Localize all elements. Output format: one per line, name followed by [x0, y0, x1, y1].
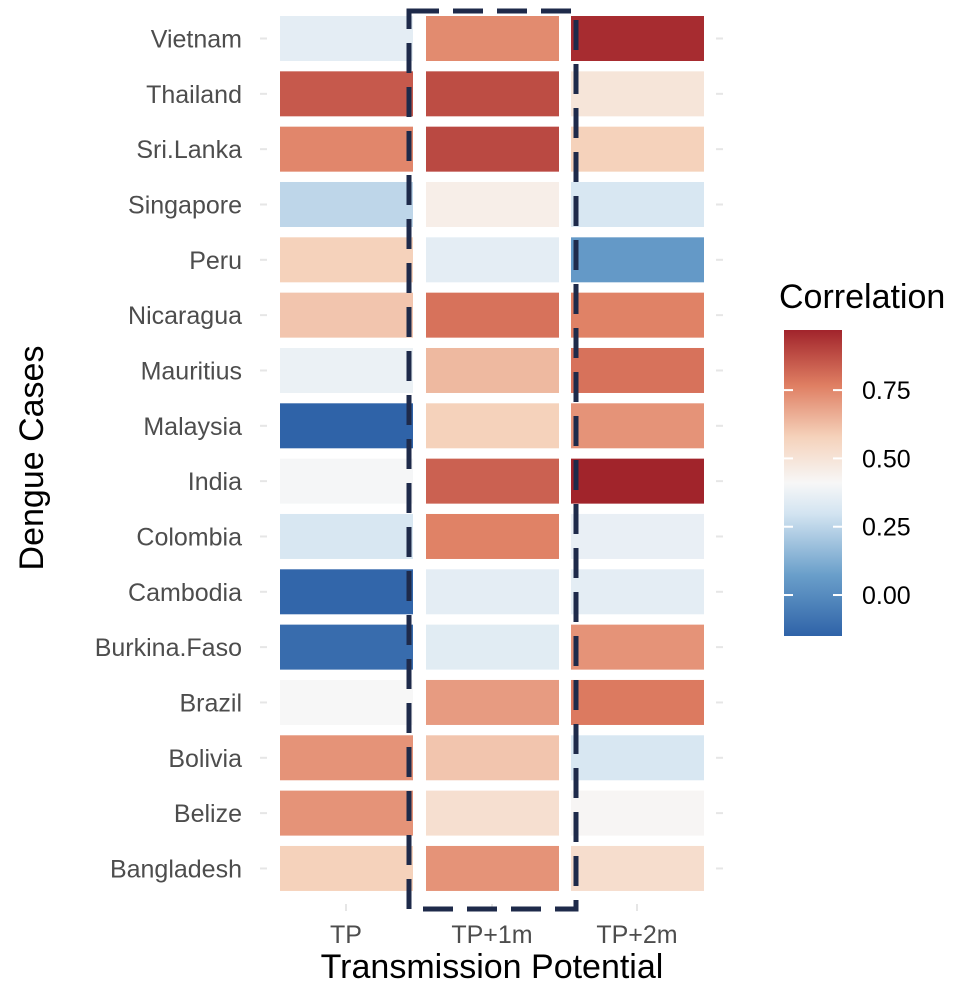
x-tick-label: TP+2m	[596, 921, 677, 949]
heatmap-cell	[280, 679, 413, 725]
heatmap-cell	[571, 126, 704, 172]
heatmap-cell	[571, 845, 704, 891]
heatmap-cell	[571, 624, 704, 670]
heatmap-cell	[280, 16, 413, 61]
legend-tick-label: 0.75	[862, 377, 911, 405]
heatmap-cell	[571, 679, 704, 725]
heatmap-cell	[280, 569, 413, 615]
y-tick-label: Sri.Lanka	[136, 136, 242, 164]
heatmap-cell	[571, 458, 704, 504]
y-tick-label: Bangladesh	[110, 855, 242, 883]
highlight-box	[406, 8, 579, 912]
y-tick-label: Vietnam	[151, 26, 242, 54]
x-axis-labels: TP TP+1m TP+2m	[330, 921, 678, 949]
heatmap-cell	[426, 181, 559, 227]
heatmap-cell	[426, 403, 559, 449]
heatmap-cell	[571, 735, 704, 781]
heatmap-cell	[280, 624, 413, 670]
y-tick-label: Malaysia	[143, 413, 242, 441]
y-tick-label: Singapore	[128, 191, 242, 219]
heatmap-cell	[280, 126, 413, 172]
heatmap-cell	[426, 569, 559, 615]
heatmap-cell	[571, 790, 704, 836]
heatmap-cell	[571, 237, 704, 283]
heatmap-cell	[571, 292, 704, 338]
heatmap-cell	[280, 458, 413, 504]
heatmap-cell	[426, 624, 559, 670]
legend-tick-label: 0.00	[862, 582, 911, 610]
heatmap-cell	[426, 292, 559, 338]
heatmap-cell	[426, 679, 559, 725]
heatmap-cell	[571, 16, 704, 61]
heatmap-cell	[280, 790, 413, 836]
heatmap-cell	[280, 181, 413, 227]
y-axis-labels: Vietnam Thailand Sri.Lanka Singapore Peru Nic…	[95, 26, 242, 884]
x-tick-label: TP	[330, 921, 362, 949]
y-tick-label: Mauritius	[141, 357, 242, 385]
y-tick-label: Peru	[189, 247, 242, 275]
y-axis-title: Dengue Cases	[13, 346, 51, 571]
heatmap-cell	[280, 403, 413, 449]
heatmap-cell	[280, 735, 413, 781]
heatmap-cell	[426, 790, 559, 836]
y-tick-label: India	[188, 468, 242, 496]
heatmap-cell	[426, 71, 559, 117]
heatmap-cell	[571, 71, 704, 117]
x-axis-title: Transmission Potential	[321, 948, 664, 986]
y-tick-label: Brazil	[179, 689, 242, 717]
heatmap-cell	[280, 845, 413, 891]
heatmap-cell	[426, 735, 559, 781]
y-tick-label: Colombia	[136, 523, 242, 551]
heatmap-cell	[571, 569, 704, 615]
heatmap-cell	[426, 347, 559, 393]
heatmap-cell	[426, 458, 559, 504]
heatmap-cells	[280, 16, 704, 891]
y-tick-label: Nicaragua	[128, 302, 242, 330]
y-tick-label: Burkina.Faso	[95, 634, 242, 662]
y-tick-label: Belize	[174, 800, 242, 828]
legend-tick-label: 0.50	[862, 445, 911, 473]
heatmap-cell	[280, 237, 413, 283]
heatmap-cell	[426, 126, 559, 172]
heatmap-cell	[571, 347, 704, 393]
heatmap-cell	[426, 16, 559, 61]
y-tick-label: Thailand	[146, 81, 242, 109]
heatmap-cell	[571, 513, 704, 559]
y-tick-label: Cambodia	[128, 579, 242, 607]
y-tick-label: Bolivia	[168, 745, 242, 773]
legend-tick-label: 0.25	[862, 514, 911, 542]
heatmap-cell	[280, 71, 413, 117]
heatmap-cell	[280, 513, 413, 559]
legend-colorbar	[784, 330, 842, 636]
legend-title: Correlation	[779, 278, 945, 316]
heatmap-cell	[280, 292, 413, 338]
y-axis-ticks	[260, 37, 723, 870]
heatmap-cell	[426, 513, 559, 559]
x-tick-label: TP+1m	[451, 921, 532, 949]
heatmap-cell	[426, 237, 559, 283]
legend-ticks: 0.00 0.25 0.50 0.75	[784, 377, 911, 610]
heatmap-cell	[571, 181, 704, 227]
heatmap-cell	[571, 403, 704, 449]
heatmap-cell	[280, 347, 413, 393]
legend: Correlation 0.00 0.25 0.50 0.75	[779, 278, 945, 636]
heatmap-cell	[426, 845, 559, 891]
